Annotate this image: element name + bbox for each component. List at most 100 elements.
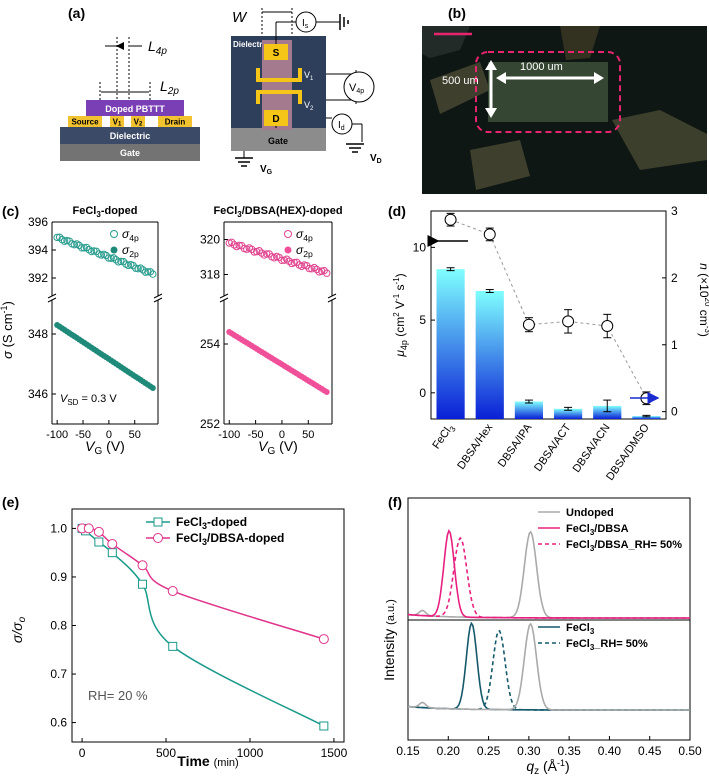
source-pad-label: S <box>273 48 280 59</box>
c-left-ytick-label: 346 <box>28 387 48 401</box>
d-plot-frame <box>430 210 667 420</box>
f-ylabel: Intensity (a.u.) <box>381 599 397 681</box>
c-left-point-σ4p <box>55 233 64 241</box>
f-xlabel: qz (Å-1) <box>526 758 569 776</box>
c-left-xtick-label: 50 <box>129 429 141 441</box>
e-ytick-label: 0.6 <box>50 716 67 730</box>
panel-b: (b) 500 um 1000 um <box>422 5 707 194</box>
c-right-point-σ4p <box>323 269 331 277</box>
micrograph-film-region <box>488 62 608 122</box>
c-right-break-mark <box>219 293 229 299</box>
f-xtick-label: 0.40 <box>598 744 622 758</box>
c-left-point-σ4p <box>82 243 91 252</box>
c-right-point-σ4p <box>313 265 321 274</box>
v1-probe <box>256 68 302 82</box>
panel-label-f: (f) <box>388 494 402 510</box>
e-ytick-label: 0.7 <box>50 667 67 681</box>
e-point-FeCl3/DBSA-doped <box>167 586 178 597</box>
c-left-ytick-label: 394 <box>28 243 48 257</box>
drain-pad <box>264 110 288 126</box>
c-left-xtick-label: -100 <box>46 429 68 441</box>
c-right-point-σ4p <box>305 264 313 273</box>
c-right-xtick-label: 0 <box>279 429 285 441</box>
d-category-label: DBSA/ACN <box>571 422 613 475</box>
dielectric-layer <box>60 127 200 144</box>
c-right-ytick-label: 252 <box>200 417 220 431</box>
v4p-voltmeter <box>343 71 375 103</box>
e-ylabel: σ/σo <box>9 616 28 643</box>
e-legend-marker <box>153 533 163 543</box>
width-annotation: 500 um <box>442 75 479 87</box>
d-bar-DBSA/Hex <box>475 291 504 419</box>
e-xtick-label: 1000 <box>237 746 264 760</box>
c-right-point-σ4p <box>258 249 266 257</box>
circuit-gate-label: Gate <box>268 136 288 146</box>
e-point-FeCl3-doped <box>138 579 148 589</box>
c-left-break-mark <box>153 293 163 299</box>
d-density-point-DBSA/IPA <box>522 318 535 331</box>
c-left-point-σ4p <box>104 254 113 262</box>
c-right-xtick-label: 50 <box>302 429 314 441</box>
c-right-ytick-label: 254 <box>200 337 220 351</box>
panel-d: (d) μ4p (cm2 V-1 s-1) n (×1020 cm-3) 0 5 1… <box>388 203 709 483</box>
e-ytick-label: 1.0 <box>50 521 67 535</box>
c-right-xlabel: VG (V) <box>258 438 298 457</box>
c-left-point-σ4p <box>65 237 74 245</box>
panel-f: (f) Intensity (a.u.) qz (Å-1) 0.15 0.20 0.… <box>381 494 702 776</box>
c-right-break-mark <box>219 297 229 303</box>
c-left-point-σ4p <box>141 268 150 276</box>
c-left-point-σ4p <box>53 233 61 242</box>
e-point-FeCl3/DBSA-doped <box>83 523 94 534</box>
f-xtick-label: 0.20 <box>437 744 461 758</box>
c-left-legend-label: σ2p <box>122 243 139 259</box>
width-label: W <box>232 9 248 26</box>
c-right-point-σ4p <box>285 257 293 265</box>
c-left-legend-marker <box>110 230 118 238</box>
c-left-point-σ4p <box>146 268 155 276</box>
panel-label-c: (c) <box>2 203 19 219</box>
d-ytick-label: 10 <box>413 240 427 254</box>
panel-label-b: (b) <box>448 5 466 21</box>
c-left-xlabel: VG (V) <box>85 438 125 457</box>
e-point-FeCl3/DBSA-doped <box>107 538 118 549</box>
d-bar-DBSA/ACN <box>593 405 622 419</box>
c-left-legend-marker <box>110 246 118 254</box>
d-category-label: DBSA/ACT <box>532 422 574 474</box>
v4p-label: V4p <box>349 82 364 95</box>
circuit-dielectric-label: Dielectric <box>233 40 270 49</box>
d-density-point-DBSA/Hex <box>483 228 496 241</box>
source-pad <box>264 44 288 60</box>
panel-e: (e) σ/σo Time (min) RH= 20 % 0.6 0.7 0.8 0.… <box>2 494 348 769</box>
panel-a: (a) L4p L2p Doped PBTTT Source V1 V2 Dra… <box>60 5 382 176</box>
d-category-label: DBSA/IPA <box>496 421 535 469</box>
c-right-point-σ4p <box>283 255 291 263</box>
d-density-point-DBSA/ACN <box>601 320 614 333</box>
c-right-point-σ4p <box>255 247 263 255</box>
f-legend-label: FeCl3_RH= 50% <box>566 638 648 652</box>
c-vsd-annotation: VSD = 0.3 V <box>60 393 117 407</box>
f-legend-label: FeCl3 <box>566 622 595 636</box>
c-right-legend-label: σ4p <box>296 227 313 243</box>
panel-label-e: (e) <box>2 494 19 510</box>
drain-electrode <box>158 116 192 127</box>
l4p-label: L4p <box>148 38 167 57</box>
c-left-xtick-label: 0 <box>106 429 112 441</box>
e-xtick-label: 500 <box>156 746 176 760</box>
e-point-FeCl3-doped <box>94 537 104 547</box>
c-right-ytick-label: 318 <box>200 268 220 282</box>
vg-label: VG <box>260 164 273 176</box>
e-xtick-label: 0 <box>79 746 86 760</box>
c-right-xtick-label: -100 <box>218 429 240 441</box>
c-left-point-σ4p <box>109 254 118 262</box>
c-left-point-σ4p <box>80 244 88 252</box>
d-y2tick-label: 1 <box>671 338 678 352</box>
f-plot-frame <box>407 497 691 741</box>
c-left-legend-label: σ4p <box>122 227 139 243</box>
f-xtick-label: 0.25 <box>477 744 501 758</box>
c-left-point-σ2p <box>149 385 156 391</box>
f-curve-Undoped-lower <box>407 622 690 711</box>
d-y2tick-label: 0 <box>671 405 678 419</box>
is-label: Is <box>302 18 309 30</box>
vd-label: VD <box>370 153 382 165</box>
